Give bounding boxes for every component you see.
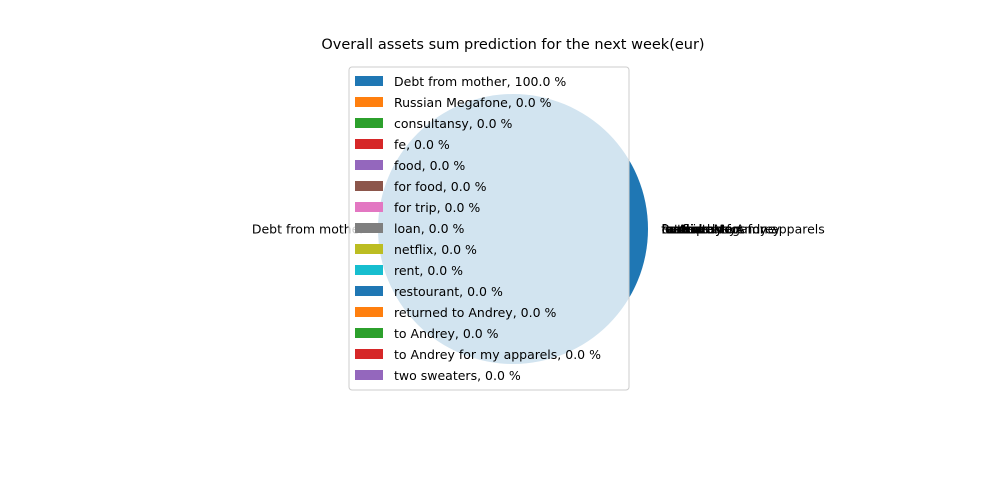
legend-swatch [355,370,383,380]
legend-swatch [355,244,383,254]
legend-entry-label: loan, 0.0 % [394,221,465,236]
legend-entry-label: netflix, 0.0 % [394,242,477,257]
chart-title: Overall assets sum prediction for the ne… [321,37,705,53]
slice-label-russian-megafone: Russian Megafone [662,222,776,237]
legend-entry-label: fe, 0.0 % [394,137,450,152]
legend-swatch [355,223,383,233]
legend-swatch [355,118,383,128]
legend: Debt from mother, 100.0 % Russian Megafon… [348,66,630,391]
slice-label-consultansy: consultansy [662,222,737,237]
legend-entry-label: consultansy, 0.0 % [394,116,513,131]
slice-label-for-trip: for trip [662,222,705,237]
slice-label-two-sweaters: two sweaters [662,222,745,237]
legend-swatch [355,139,383,149]
legend-swatch [355,97,383,107]
legend-entry-label: restourant, 0.0 % [394,284,503,299]
legend-swatch [355,286,383,296]
legend-entry-label: Russian Megafone, 0.0 % [394,95,552,110]
pie-slice-labels: Debt from mother Russian Megafoneconsulta… [252,222,825,237]
legend-swatch [355,181,383,191]
legend-entry-label: to Andrey for my apparels, 0.0 % [394,347,601,362]
slice-label-to-andrey-for-my-apparels: to Andrey for my apparels [662,222,825,237]
legend-entry-label: Debt from mother, 100.0 % [394,74,566,89]
slice-label-to-andrey: to Andrey [662,222,723,237]
slice-label-netflix: netflix [662,222,701,237]
legend-entry-label: returned to Andrey, 0.0 % [394,305,557,320]
slice-label-restourant: restourant [662,222,727,237]
legend-entry-label: rent, 0.0 % [394,263,463,278]
legend-swatch [355,307,383,317]
slice-label-rent: rent [662,222,687,237]
slice-label-returned-to-andrey: returned to Andrey [662,222,781,237]
legend-swatch [355,265,383,275]
legend-entry-label: for food, 0.0 % [394,179,487,194]
legend-entry-label: to Andrey, 0.0 % [394,326,499,341]
legend-entry-label: food, 0.0 % [394,158,465,173]
legend-swatch [355,328,383,338]
legend-entry-label: for trip, 0.0 % [394,200,480,215]
legend-swatch [355,349,383,359]
legend-swatch [355,160,383,170]
legend-frame [348,66,630,391]
legend-entry-label: two sweaters, 0.0 % [394,368,521,383]
slice-label-food: food [662,222,690,237]
legend-swatch [355,202,383,212]
slice-label-fe: fe [662,222,674,237]
slice-label-debt-from-mother: Debt from mother [252,222,366,237]
legend-swatch [355,76,383,86]
slice-label-loan: loan [662,222,689,237]
slice-label-for-food: for food [662,222,711,237]
